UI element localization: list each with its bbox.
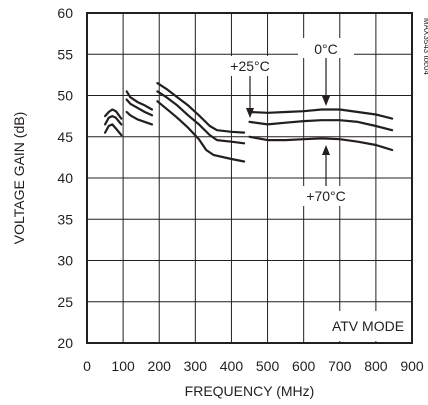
y-tick-label: 45 (57, 129, 73, 145)
x-tick-label: 100 (111, 358, 135, 374)
figure-id: MAX3543 toc04 (422, 18, 428, 75)
label-0c: 0°C (314, 41, 338, 57)
series-line-2-segment-2 (156, 100, 246, 163)
y-tick-label: 50 (57, 88, 73, 104)
x-tick-labels: 0 100 200 300 400 500 600 700 800 900 (83, 358, 424, 374)
y-tick-label: 55 (57, 46, 73, 62)
series-line-1-segment-1 (125, 98, 154, 117)
x-tick-label: 0 (83, 358, 91, 374)
x-tick-label: 600 (292, 358, 316, 374)
y-tick-labels: 20 25 30 35 40 45 50 55 60 (57, 5, 73, 351)
x-tick-label: 300 (184, 358, 208, 374)
y-tick-label: 30 (57, 253, 73, 269)
label-0c-bg (298, 38, 354, 58)
label-70c-bg (302, 186, 350, 206)
y-tick-label: 35 (57, 211, 73, 227)
x-tick-label: 900 (400, 358, 424, 374)
label-25c: +25°C (230, 58, 269, 74)
series-line-1-segment-0 (104, 115, 123, 126)
y-axis-title: VOLTAGE GAIN (dB) (11, 112, 27, 245)
series-line-0-segment-1 (125, 90, 154, 111)
series-line-0-segment-0 (104, 108, 123, 120)
series-line-0-segment-3 (248, 108, 394, 120)
series-line-1-segment-3 (248, 119, 394, 132)
x-tick-label: 200 (148, 358, 172, 374)
series-line-0-segment-2 (156, 82, 246, 134)
series-line-2-segment-1 (125, 110, 154, 126)
label-70c: +70°C (306, 188, 345, 204)
curves (104, 82, 394, 163)
series-line-2-segment-0 (104, 123, 123, 137)
arrow-70c-head (322, 145, 330, 155)
x-axis-title: FREQUENCY (MHz) (185, 383, 315, 399)
y-tick-label: 25 (57, 294, 73, 310)
mode-label-bg (322, 311, 410, 341)
y-tick-label: 60 (57, 5, 73, 21)
y-tick-label: 40 (57, 170, 73, 186)
label-25c-bg (226, 56, 274, 76)
arrow-0c-head (322, 96, 330, 106)
x-tick-label: 800 (364, 358, 388, 374)
x-tick-label: 400 (220, 358, 244, 374)
plot-frame (86, 12, 413, 344)
series-line-2-segment-3 (248, 135, 394, 152)
series-line-1-segment-2 (156, 90, 246, 145)
arrow-25c-head (246, 108, 254, 118)
y-tick-label: 20 (57, 335, 73, 351)
mode-label: ATV MODE (332, 318, 404, 334)
x-tick-label: 700 (328, 358, 352, 374)
x-tick-label: 500 (256, 358, 280, 374)
